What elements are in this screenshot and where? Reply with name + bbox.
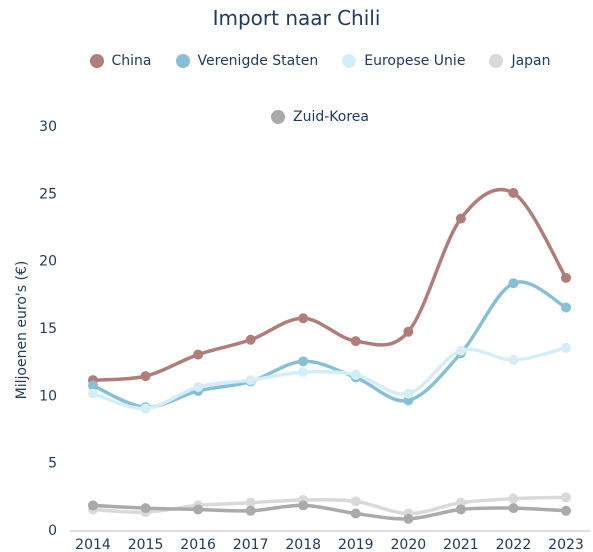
data-point (561, 505, 571, 516)
chart-title: Import naar Chili (212, 6, 381, 30)
data-point (508, 503, 519, 514)
data-point (245, 375, 256, 386)
data-point (455, 345, 466, 356)
x-tick-label: 2022 (496, 537, 532, 552)
y-tick-label: 15 (39, 321, 57, 337)
data-point (88, 500, 98, 511)
data-point (508, 354, 519, 365)
data-point (193, 349, 204, 360)
data-point (298, 356, 309, 367)
data-point (245, 497, 256, 508)
x-tick-label: 2016 (180, 537, 216, 552)
legend-item: Verenigde Staten (175, 50, 319, 72)
legend-swatch (271, 110, 285, 124)
data-point (455, 504, 466, 515)
data-point (193, 504, 204, 515)
data-point (140, 403, 151, 414)
legend-item: Europese Unie (342, 50, 465, 72)
data-point (403, 513, 414, 524)
legend-label: Verenigde Staten (197, 53, 319, 69)
data-point (193, 381, 204, 392)
data-point (561, 342, 571, 353)
x-tick-label: 2015 (128, 537, 164, 552)
legend-item: Japan (489, 50, 550, 72)
series-line (92, 187, 568, 382)
x-tick-label: 2018 (285, 537, 321, 552)
x-tick-label: 2021 (443, 537, 479, 552)
legend: China Verenigde Staten Europese Unie Japan Z… (60, 50, 580, 128)
y-tick-label: 20 (39, 254, 57, 270)
y-tick-label: 25 (39, 186, 57, 202)
x-tick-label: 2017 (233, 537, 269, 552)
data-point (140, 371, 151, 382)
legend-item: Zuid-Korea (271, 106, 369, 128)
data-point (561, 272, 571, 283)
x-tick-label: 2014 (75, 537, 111, 552)
data-point (88, 380, 98, 391)
data-point (245, 334, 256, 345)
x-tick-label: 2023 (548, 537, 584, 552)
series-line (92, 495, 567, 516)
data-point (298, 500, 309, 511)
data-point (140, 503, 151, 514)
data-point (561, 492, 571, 503)
data-point (298, 313, 309, 324)
data-point (350, 508, 361, 519)
x-tick-label: 2020 (391, 537, 427, 552)
data-point (561, 302, 571, 313)
data-point (508, 187, 519, 198)
legend-label: Zuid-Korea (293, 109, 369, 125)
series-line (92, 503, 567, 521)
legend-swatch (342, 54, 357, 68)
data-point (350, 369, 361, 380)
data-point (508, 493, 519, 504)
y-tick-label: 30 (39, 119, 57, 135)
series-line (92, 280, 567, 409)
y-tick-label: 0 (48, 523, 57, 539)
data-point (403, 326, 414, 337)
legend-swatch (175, 54, 190, 68)
data-point (508, 278, 519, 289)
data-point (245, 505, 256, 516)
legend-item: China (89, 50, 152, 72)
legend-swatch (89, 54, 104, 68)
legend-swatch (489, 54, 504, 68)
y-tick-label: 10 (39, 388, 57, 404)
data-point (350, 336, 361, 347)
x-tick-label: 2019 (338, 537, 374, 552)
data-point (455, 213, 466, 224)
y-axis-label: Miljoenen euro's (€) (14, 261, 30, 400)
legend-label: Europese Unie (364, 53, 466, 69)
data-point (88, 388, 98, 399)
legend-label: China (111, 53, 152, 69)
data-point (350, 496, 361, 507)
data-point (298, 367, 309, 378)
legend-label: Japan (511, 53, 551, 69)
series-line (92, 346, 567, 411)
data-point (403, 388, 414, 399)
y-tick-label: 5 (48, 456, 57, 472)
